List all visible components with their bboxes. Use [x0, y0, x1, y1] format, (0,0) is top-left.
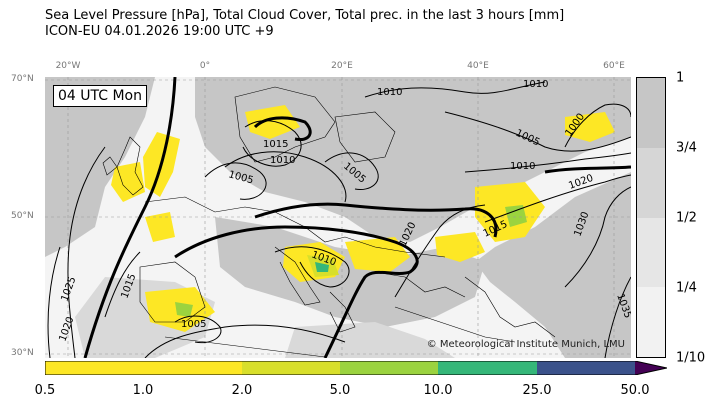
isobar-1005-scan: [204, 162, 267, 200]
isobar-1020-west: [47, 246, 61, 358]
precip-seg-0: [45, 361, 143, 375]
precip-area-northeast: [565, 112, 615, 142]
isobar-1010-east: [464, 152, 631, 173]
isobar-1025-west: [67, 146, 106, 358]
isobar-1005-north: [444, 111, 631, 152]
chart-title-line2: ICON-EU 04.01.2026 19:00 UTC +9: [45, 24, 274, 39]
cloud-tick-1-4: 1/4: [676, 280, 697, 296]
precip-area-norway: [245, 105, 300, 139]
isobar-1015-scan: [242, 120, 302, 167]
isobars-thin: [47, 81, 631, 358]
chart-title-line1: Sea Level Pressure [hPa], Total Cloud Co…: [45, 8, 565, 23]
cloud-area-north: [195, 77, 631, 242]
precip-seg-3: [340, 361, 438, 375]
cloud-tick-1-10: 1/10: [676, 350, 706, 366]
cloud-cover-colorbar: [636, 77, 666, 358]
isobar-labels: 1010 1010 1000 1005 1015 1010 1005 1005 …: [57, 79, 631, 343]
precip-tick-25-0: 25.0: [522, 383, 552, 398]
isobar-label: 1005: [181, 319, 206, 330]
lon-tick-60e: 60°E: [603, 61, 625, 71]
lon-tick-40e: 40°E: [467, 61, 489, 71]
precip-seg-5: [537, 361, 635, 375]
precip-tick-50-0: 50.0: [620, 383, 650, 398]
precip-colorbar: [45, 361, 667, 375]
isobar-1035-east: [604, 276, 631, 358]
isobar-thick: [83, 77, 631, 358]
isobar-1005-east: [324, 152, 379, 191]
precip-area-russia-core: [505, 205, 527, 227]
cloud-tick-3-4: 3/4: [676, 140, 697, 156]
isobar-1005-south: [174, 315, 222, 344]
isobar-1030-east: [564, 186, 631, 288]
lat-tick-30n: 30°N: [11, 348, 34, 358]
lon-tick-20w: 20°W: [55, 61, 81, 71]
precip-area-balkan: [345, 237, 410, 272]
isobar-1010-italy: [274, 246, 350, 288]
lat-tick-50n: 50°N: [11, 211, 34, 221]
isobar-1010-scan: [224, 151, 347, 203]
lat-tick-70n: 70°N: [11, 74, 34, 84]
isobar-1015-west: [104, 251, 141, 318]
isobar-1015-south: [144, 324, 346, 358]
precip-tick-1-0: 1.0: [132, 383, 154, 398]
precip-area-east: [435, 232, 485, 262]
precip-tick-0-5: 0.5: [34, 383, 56, 398]
precip-area-iberia-core: [175, 302, 193, 317]
isobar-1000-north: [564, 103, 631, 148]
precip-seg-1: [143, 361, 242, 375]
precip-area-adriatic-core: [315, 262, 329, 272]
precip-tick-10-0: 10.0: [423, 383, 453, 398]
precip-seg-2: [242, 361, 340, 375]
cloud-area-east: [475, 172, 631, 358]
cloud-area-central: [215, 217, 485, 327]
cloud-seg-mid-low: [637, 217, 665, 288]
cloud-area-south: [285, 322, 455, 358]
isobar-label: 1010: [510, 161, 535, 172]
isobar-1020-east: [484, 174, 631, 223]
cloud-tick-1: 1: [676, 70, 685, 86]
cloud-seg-mid-high: [637, 147, 665, 218]
precip-tick-2-0: 2.0: [231, 383, 253, 398]
cloud-seg-bottom: [637, 287, 665, 357]
isobar-label: 1010: [523, 79, 548, 90]
cloud-cover-layer: [45, 77, 631, 358]
precip-area-bay: [145, 212, 175, 242]
isobar-label: 1010: [377, 87, 402, 98]
lon-tick-0: 0°: [199, 61, 211, 71]
cloud-seg-top: [637, 78, 665, 148]
precip-tick-5-0: 5.0: [329, 383, 351, 398]
weather-map[interactable]: 1010 1010 1000 1005 1015 1010 1005 1005 …: [45, 77, 631, 358]
isobar-label: 1010: [270, 155, 295, 166]
lon-tick-20e: 20°E: [331, 61, 353, 71]
precip-seg-extend: [635, 361, 667, 375]
precip-seg-4: [438, 361, 537, 375]
isobar-label: 1015: [263, 139, 288, 150]
map-canvas: 1010 1010 1000 1005 1015 1010 1005 1005 …: [45, 77, 631, 358]
map-grid: [45, 77, 631, 358]
cloud-tick-1-2: 1/2: [676, 210, 697, 226]
cloud-area-west: [45, 77, 155, 257]
credit-text: © Meteorological Institute Munich, LMU: [426, 339, 625, 350]
time-label: 04 UTC Mon: [53, 85, 147, 107]
isobar-1010-north: [364, 81, 546, 98]
